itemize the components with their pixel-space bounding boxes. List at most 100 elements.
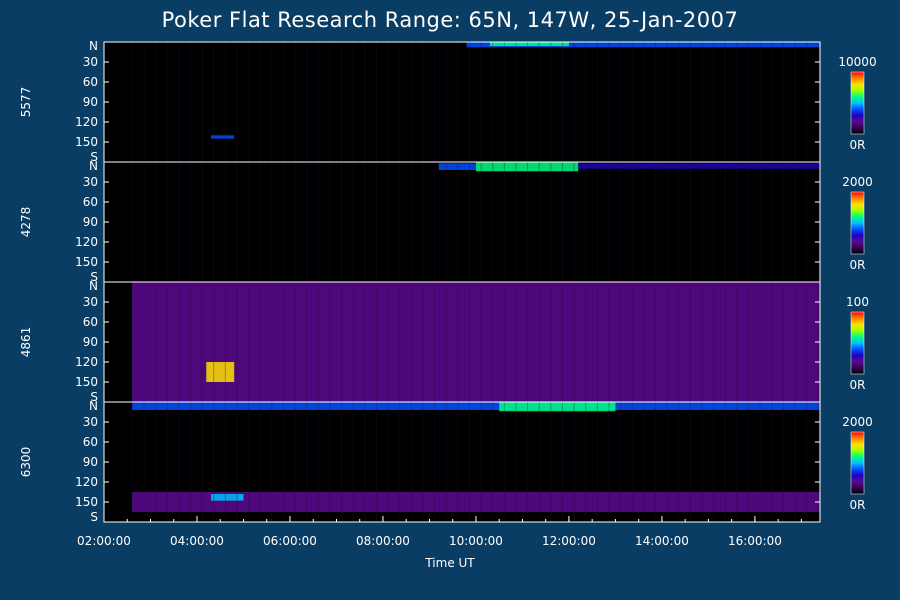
panel-4861-frame-line — [259, 282, 261, 402]
panel-4861-emission-0 — [131, 282, 820, 402]
panel-4278-frame-line — [503, 162, 505, 282]
panel-4278-frame-line — [317, 162, 319, 282]
panel-5577-frame-line — [678, 42, 680, 162]
panel-6300-frame-line — [178, 402, 180, 522]
panel-5577-frame-line — [259, 42, 261, 162]
panel-6300-frame-line — [143, 402, 145, 522]
panel-6300-frame-line — [771, 402, 773, 522]
panel-4861-colorbar — [850, 311, 865, 375]
panel-5577-frame-line — [654, 42, 656, 162]
panel-6300-colorbar-min: 0R — [850, 498, 866, 512]
panel-4278-frame-line — [806, 162, 808, 282]
panel-5577-frame-line — [736, 42, 738, 162]
panel-4861-frame-line — [399, 282, 401, 402]
panel-4861-frame-line — [457, 282, 459, 402]
panel-4278-frame-line — [573, 162, 575, 282]
panel-5577-frame-line — [410, 42, 412, 162]
panel-6300-frame-line — [317, 402, 319, 522]
panel-5577-frame-line — [527, 42, 529, 162]
panel-6300-frame-line — [596, 402, 598, 522]
y-tick-label: 60 — [83, 435, 98, 449]
panel-4278-frame-line — [410, 162, 412, 282]
panel-6300-frame-line — [689, 402, 691, 522]
panel-6300-frame-line — [236, 402, 238, 522]
panel-4861-frame-line — [492, 282, 494, 402]
panel-5577-frame-line — [596, 42, 598, 162]
panel-5577-frame-line — [759, 42, 761, 162]
y-tick-label: N — [89, 399, 98, 413]
panel-5577-frame-line — [445, 42, 447, 162]
panel-4861-frame-line — [538, 282, 540, 402]
panel-4278-frame-line — [666, 162, 668, 282]
panel-4861-frame-line — [445, 282, 447, 402]
panel-4861-frame-line — [294, 282, 296, 402]
panel-6300-frame-line — [271, 402, 273, 522]
panel-6300-frame-line — [468, 402, 470, 522]
panel-6300-emission-2 — [131, 492, 820, 512]
panel-4278-frame-line — [166, 162, 168, 282]
panel-4861-frame-line — [341, 282, 343, 402]
panel-4278-frame-line — [585, 162, 587, 282]
panel-4861-frame-line — [317, 282, 319, 402]
panel-6300-frame-line — [759, 402, 761, 522]
panel-6300-frame-line — [155, 402, 157, 522]
panel-5577-frame-line — [224, 42, 226, 162]
panel-4861-frame-line — [782, 282, 784, 402]
panel-4278-frame-line — [271, 162, 273, 282]
panel-6300-wavelength-label: 6300 — [19, 447, 33, 478]
panel-6300-frame-line — [736, 402, 738, 522]
panel-4278-colorbar-min: 0R — [850, 258, 866, 272]
panel-4861-frame-line — [190, 282, 192, 402]
panel-5577-frame-line — [155, 42, 157, 162]
panel-4278-frame-line — [143, 162, 145, 282]
panel-4861-frame-line — [736, 282, 738, 402]
panel-4278-frame-line — [515, 162, 517, 282]
panel-6300-frame-line — [538, 402, 540, 522]
panel-4278-frame-line — [747, 162, 749, 282]
panel-4278-frame-line — [550, 162, 552, 282]
panel-5577-frame-line — [341, 42, 343, 162]
panel-5577-frame-line — [306, 42, 308, 162]
panel-5577-frame-line — [620, 42, 622, 162]
panel-4278-frame-line — [387, 162, 389, 282]
panel-4278-frame-line — [643, 162, 645, 282]
panel-4278-frame-line — [283, 162, 284, 282]
panel-4861-frame-line — [155, 282, 157, 402]
panel-4861-frame-line — [213, 282, 215, 402]
panel-4861-frame-line — [747, 282, 749, 402]
panel-5577-frame-line — [713, 42, 715, 162]
y-tick-label: 90 — [83, 455, 98, 469]
y-tick-label: 30 — [83, 55, 98, 69]
y-tick-label: 120 — [75, 475, 98, 489]
panel-4861-frame-line — [794, 282, 796, 402]
panel-5577-frame-line — [643, 42, 645, 162]
y-tick-label: 60 — [83, 315, 98, 329]
x-tick-label: 12:00:00 — [542, 534, 596, 548]
panel-6300-frame-line — [527, 402, 529, 522]
panel-6300-frame-line — [457, 402, 459, 522]
panel-6300-emission-3 — [210, 494, 244, 501]
y-tick-label: S — [90, 390, 98, 404]
panel-4278-colorbar-max: 2000 — [842, 175, 873, 189]
panel-6300-frame-line — [201, 402, 203, 522]
panel-4861-frame-line — [724, 282, 726, 402]
panel-4278-frame-line — [375, 162, 377, 282]
panel-4861-frame-line — [166, 282, 168, 402]
panel-4278-frame-line — [608, 162, 610, 282]
y-tick-label: 30 — [83, 415, 98, 429]
y-tick-label: 60 — [83, 75, 98, 89]
panel-6300-frame-line — [747, 402, 749, 522]
panel-5577-frame-line — [190, 42, 192, 162]
panel-5577-frame-line — [794, 42, 796, 162]
panel-5577-emission-0 — [466, 42, 820, 48]
panel-6300-frame-line — [294, 402, 296, 522]
panel-6300-frame-line — [666, 402, 668, 522]
panel-4861-colorbar-max: 100 — [846, 295, 869, 309]
y-tick-label: 120 — [75, 235, 98, 249]
panel-6300-frame-line — [585, 402, 587, 522]
x-axis-label: Time UT — [425, 556, 475, 570]
panel-5577-frame-line — [131, 42, 133, 162]
panel-5577-frame-line — [585, 42, 587, 162]
y-tick-label: 90 — [83, 95, 98, 109]
